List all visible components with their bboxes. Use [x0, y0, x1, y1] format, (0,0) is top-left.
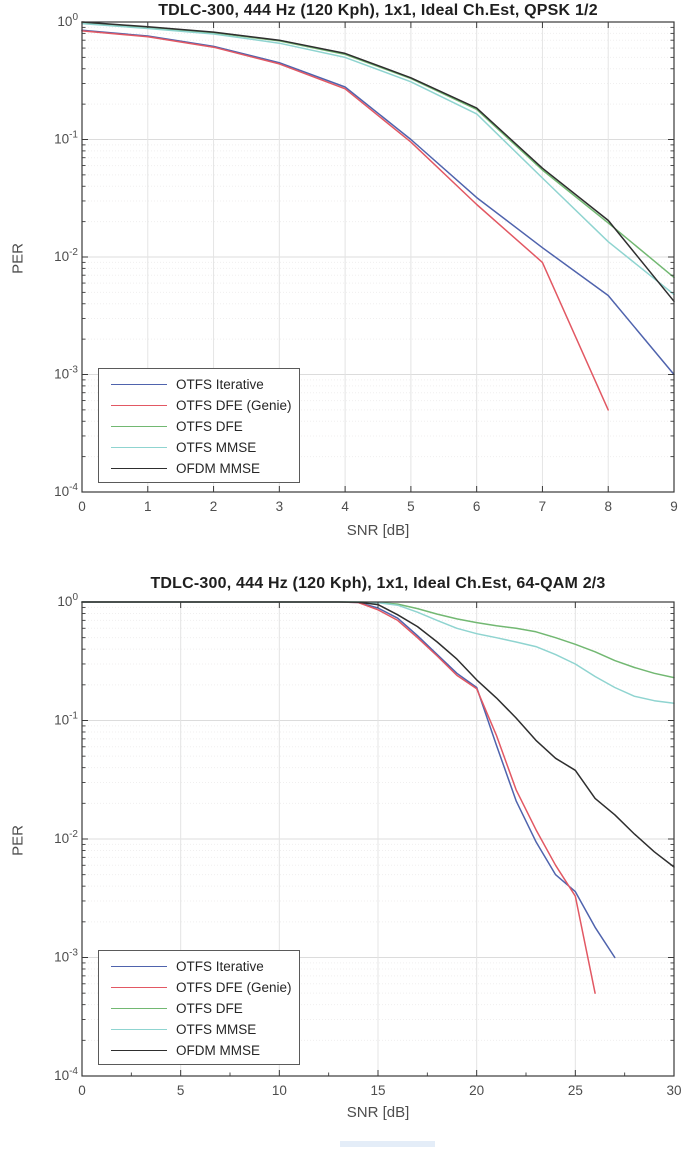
y-tick-label: 10-2 [54, 829, 78, 846]
legend-label: OFDM MMSE [176, 461, 260, 476]
x-tick-label: 7 [539, 499, 547, 514]
legend-entry: OFDM MMSE [99, 458, 299, 479]
legend-entry: OTFS Iterative [99, 956, 299, 977]
legend-line-sample [111, 468, 167, 469]
y-tick-label: 10-3 [54, 365, 78, 382]
curve-otfs-dfe-genie- [81, 601, 596, 994]
legend-entry: OTFS MMSE [99, 1019, 299, 1040]
figure1-legend: OTFS Iterative OTFS DFE (Genie) OTFS DFE OT… [98, 368, 300, 483]
x-tick-label: 6 [473, 499, 481, 514]
y-tick-label: 100 [57, 12, 78, 29]
legend-line-sample [111, 1029, 167, 1030]
legend-label: OTFS DFE [176, 1001, 243, 1016]
y-tick-label: 10-4 [54, 482, 78, 499]
x-tick-label: 0 [78, 499, 86, 514]
figure2-legend: OTFS Iterative OTFS DFE (Genie) OTFS DFE OT… [98, 950, 300, 1065]
legend-label: OTFS Iterative [176, 377, 264, 392]
x-tick-label: 10 [272, 1083, 287, 1098]
legend-line-sample [111, 447, 167, 448]
y-tick-label: 10-1 [54, 711, 78, 728]
legend-line-sample [111, 426, 167, 427]
legend-line-sample [111, 1008, 167, 1009]
x-tick-label: 9 [670, 499, 678, 514]
legend-line-sample [111, 1050, 167, 1051]
x-tick-label: 15 [370, 1083, 385, 1098]
y-tick-label: 100 [57, 592, 78, 609]
y-tick-label: 10-2 [54, 247, 78, 264]
y-tick-label: 10-1 [54, 130, 78, 147]
legend-entry: OFDM MMSE [99, 1040, 299, 1061]
x-tick-label: 20 [469, 1083, 484, 1098]
legend-label: OTFS MMSE [176, 1022, 257, 1037]
legend-entry: OTFS DFE (Genie) [99, 395, 299, 416]
x-tick-label: 1 [144, 499, 152, 514]
legend-label: OTFS DFE (Genie) [176, 398, 292, 413]
legend-entry: OTFS DFE [99, 998, 299, 1019]
x-tick-label: 8 [604, 499, 612, 514]
y-tick-label: 10-3 [54, 948, 78, 965]
x-tick-label: 30 [666, 1083, 681, 1098]
figure1-plot: 0 1 2 3 4 5 6 7 8 9 100 10-1 10-2 10-3 10-4 [54, 12, 678, 514]
y-tick-label: 10-4 [54, 1066, 78, 1083]
legend-entry: OTFS DFE (Genie) [99, 977, 299, 998]
x-tick-label: 5 [177, 1083, 185, 1098]
legend-label: OTFS MMSE [176, 440, 257, 455]
legend-line-sample [111, 384, 167, 385]
figure1-title: TDLC-300, 444 Hz (120 Kph), 1x1, Ideal C… [158, 2, 598, 19]
x-tick-label: 5 [407, 499, 415, 514]
x-tick-label: 0 [78, 1083, 86, 1098]
curve-otfs-dfe [81, 21, 675, 279]
x-tick-label: 2 [210, 499, 218, 514]
figure2-plot: 0 5 10 15 20 25 30 100 10-1 10-2 10-3 10-4 [54, 592, 681, 1098]
figure2-title: TDLC-300, 444 Hz (120 Kph), 1x1, Ideal C… [150, 575, 606, 592]
curve-ofdm-mmse [81, 21, 675, 303]
legend-line-sample [111, 987, 167, 988]
legend-label: OTFS DFE (Genie) [176, 980, 292, 995]
legend-label: OTFS Iterative [176, 959, 264, 974]
legend-entry: OTFS Iterative [99, 374, 299, 395]
x-tick-label: 3 [276, 499, 284, 514]
figure2-x-axis-label: SNR [dB] [346, 1104, 410, 1121]
legend-entry: OTFS DFE [99, 416, 299, 437]
bottom-artifact-strip [340, 1141, 435, 1147]
curve-otfs-iterative [81, 601, 616, 959]
x-tick-label: 25 [568, 1083, 583, 1098]
x-tick-label: 4 [341, 499, 349, 514]
legend-label: OFDM MMSE [176, 1043, 260, 1058]
legend-line-sample [111, 966, 167, 967]
figure1-x-axis-label: SNR [dB] [346, 522, 410, 539]
curve-otfs-dfe-genie- [81, 30, 609, 411]
legend-entry: OTFS MMSE [99, 437, 299, 458]
legend-line-sample [111, 405, 167, 406]
legend-label: OTFS DFE [176, 419, 243, 434]
curve-otfs-mmse [81, 22, 675, 296]
